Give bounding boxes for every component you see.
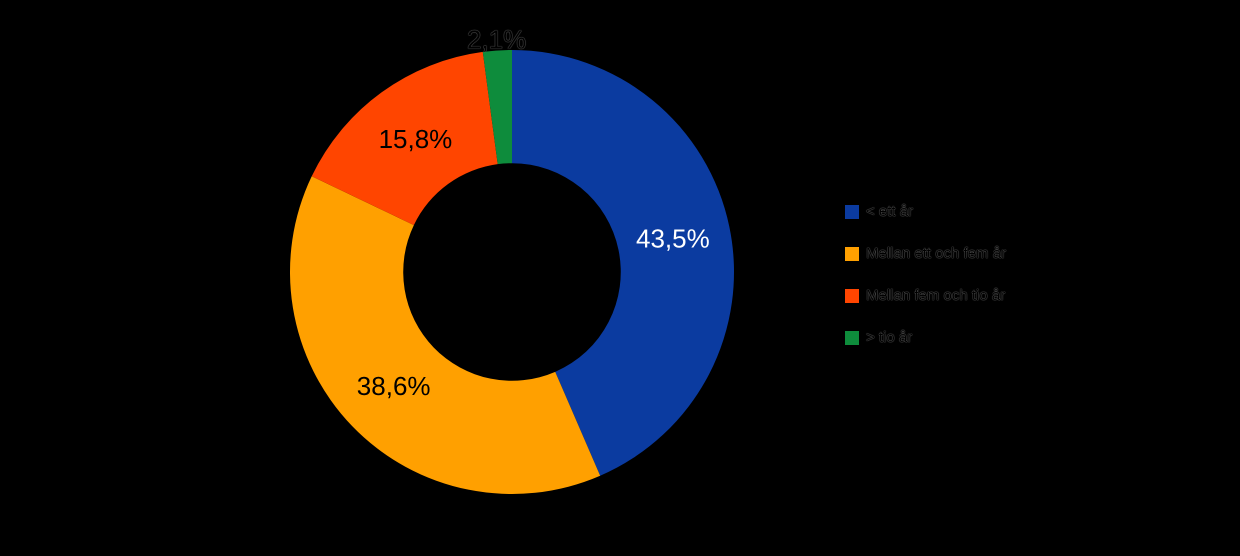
slice-label-3: 2,1% [467,24,526,54]
pie-slice-2 [311,51,498,226]
legend-item-0: < ett år [845,203,1006,220]
slice-label-2: 15,8% [379,124,453,154]
legend-swatch-2 [845,289,859,303]
legend-swatch-1 [845,247,859,261]
legend-label-3: > tio år [866,329,913,346]
donut-slices [289,50,734,495]
legend-item-2: Mellan fem och tio år [845,287,1006,304]
legend-swatch-0 [845,205,859,219]
legend-label-2: Mellan fem och tio år [866,287,1006,304]
chart-legend: < ett år Mellan ett och fem år Mellan fem … [845,203,1007,346]
slice-label-0: 43,5% [636,224,710,254]
pie-slice-0 [512,50,734,476]
pie-slice-1 [289,176,601,495]
legend-label-1: Mellan ett och fem år [866,245,1007,262]
legend-swatch-3 [845,331,859,345]
slice-label-1: 38,6% [357,371,431,401]
pie-slice-3 [482,50,512,165]
legend-label-0: < ett år [866,203,914,220]
legend-item-1: Mellan ett och fem år [845,245,1007,262]
donut-slice-labels: 43,5% 38,6% 15,8% 2,1% [357,24,710,401]
legend-item-3: > tio år [845,329,1006,346]
